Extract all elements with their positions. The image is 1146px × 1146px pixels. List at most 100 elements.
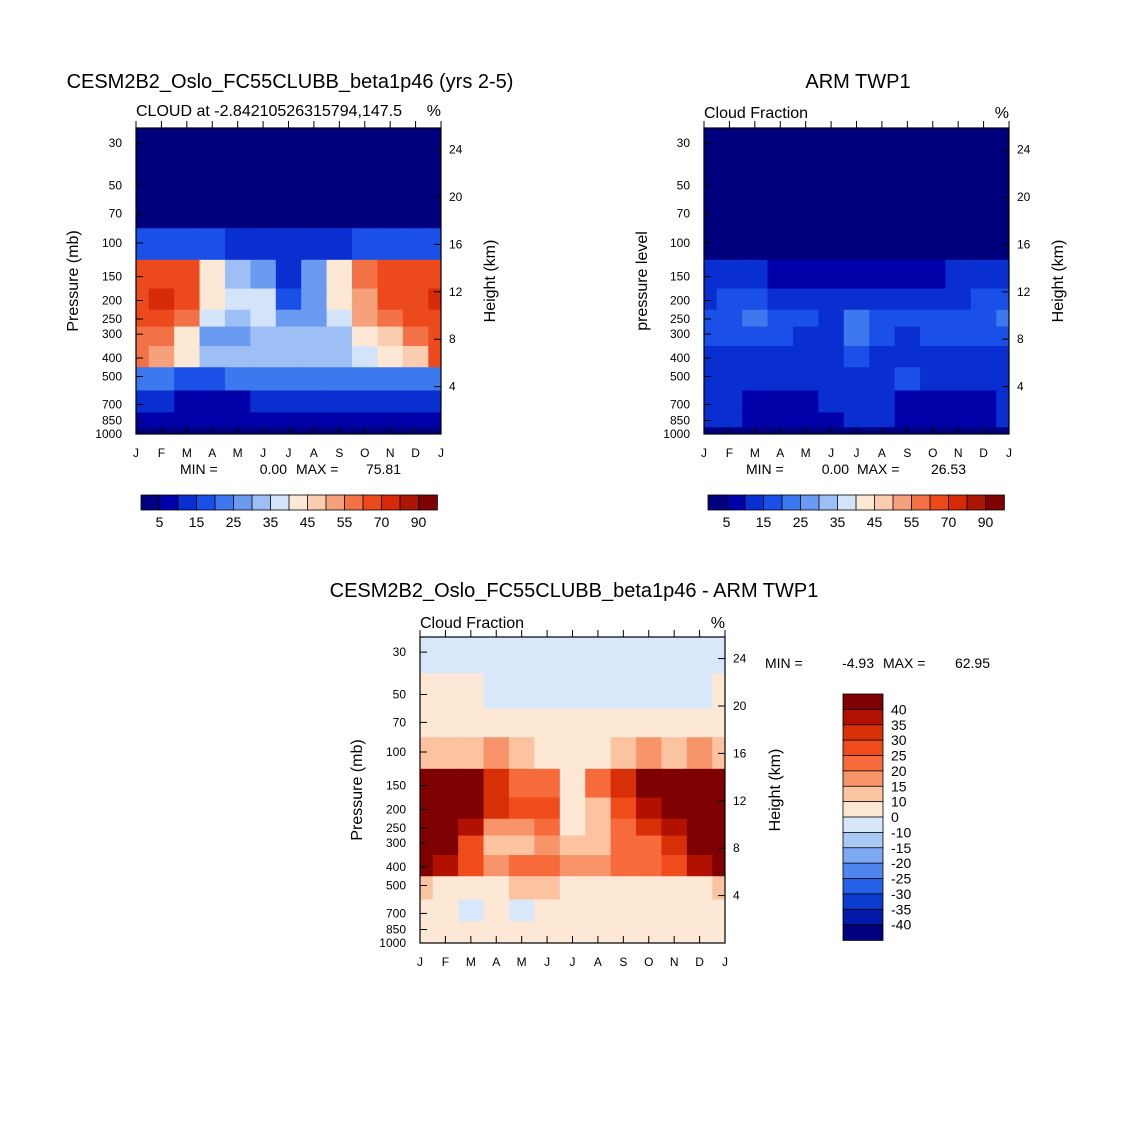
heatmap-cell	[970, 228, 997, 261]
colorbar-box	[842, 785, 884, 803]
heatmap-cell	[483, 835, 510, 856]
heatmap-cell	[458, 855, 485, 877]
heatmap-cell	[508, 673, 535, 710]
heatmap-cell	[250, 288, 277, 311]
y-tick-label: 500	[102, 370, 122, 384]
panel-subtitle: CLOUD at -2.84210526315794,147.5	[136, 103, 402, 120]
heatmap-cell	[458, 637, 485, 674]
heatmap-cell	[428, 326, 441, 347]
heatmap-cell	[661, 708, 688, 738]
heatmap-cell	[275, 228, 302, 261]
heatmap-cell	[559, 899, 586, 923]
heatmap-cell	[818, 309, 845, 328]
heatmap-cell	[610, 855, 637, 877]
heatmap-cells	[704, 128, 1009, 434]
heatmap-cell	[199, 128, 226, 165]
heatmap-cell	[199, 367, 226, 392]
heatmap-cell	[483, 708, 510, 738]
heatmap-cell	[920, 128, 947, 165]
heatmap-cell	[920, 228, 947, 261]
colorbar-box	[233, 494, 253, 511]
heatmap-cell	[224, 128, 251, 165]
heatmap-cell	[148, 326, 175, 347]
heatmap-cell	[174, 128, 201, 165]
y-tick-label: 500	[670, 370, 690, 384]
heatmap-cell	[704, 346, 718, 368]
height-tick-label: 4	[449, 380, 456, 394]
x-tick-label: J	[828, 446, 834, 460]
min-value: 0.00	[260, 461, 287, 477]
colorbar-box	[842, 908, 884, 926]
y-tick-label: 50	[109, 178, 123, 192]
heatmap-cell	[767, 326, 794, 347]
heatmap-cell	[148, 309, 175, 328]
heatmap-cell	[377, 367, 404, 392]
heatmap-cell	[970, 326, 997, 347]
heatmap-cell	[843, 346, 870, 368]
heatmap-cell	[792, 288, 819, 311]
heatmap-cell	[869, 309, 896, 328]
x-tick-label: O	[928, 446, 937, 460]
heatmap-cell	[686, 797, 713, 820]
heatmap-cell	[996, 412, 1009, 428]
heatmap-cell	[199, 390, 226, 414]
heatmap-cell	[420, 855, 434, 877]
heatmap-cell	[742, 164, 769, 201]
min-label: MIN =	[765, 655, 803, 671]
heatmap-cell	[326, 326, 353, 347]
panel-title: CESM2B2_Oslo_FC55CLUBB_beta1p46 (yrs 2-5…	[67, 71, 514, 93]
heatmap-cell	[636, 673, 663, 710]
colorbar-box	[985, 494, 1005, 511]
heatmap-cell	[742, 346, 769, 368]
y-axis-label: pressure level	[634, 231, 651, 331]
heatmap-cell	[559, 876, 586, 901]
colorbar-box	[251, 494, 272, 511]
x-tick-label: A	[878, 446, 886, 460]
heatmap-cell	[534, 835, 561, 856]
heatmap-cell	[869, 326, 896, 347]
heatmap-cell	[996, 427, 1009, 434]
heatmap-cell	[352, 326, 379, 347]
heatmap-cell	[352, 199, 379, 229]
heatmap-cell	[970, 367, 997, 392]
heatmap-cell	[559, 673, 586, 710]
heatmap-cell	[894, 288, 921, 311]
colorbar-label: 70	[374, 514, 390, 530]
heatmap-cell	[534, 855, 561, 877]
heatmap-cell	[920, 309, 947, 328]
heatmap-cell	[224, 259, 251, 290]
heatmap-cell	[704, 288, 718, 311]
heatmap-cell	[869, 164, 896, 201]
heatmap-cell	[250, 199, 277, 229]
colorbar-box	[855, 494, 876, 511]
heatmap-cell	[636, 855, 663, 877]
heatmap-cell	[326, 412, 353, 428]
colorbar-box	[842, 831, 884, 849]
colorbar-box	[911, 494, 931, 511]
x-tick-label: M	[750, 446, 760, 460]
heatmap-cell	[301, 228, 328, 261]
y-tick-label: 250	[670, 312, 690, 326]
y-tick-label: 400	[102, 351, 122, 365]
y-tick-label: 300	[102, 327, 122, 341]
heatmap-cell	[686, 673, 713, 710]
min-label: MIN =	[746, 461, 784, 477]
heatmap-cell	[585, 876, 612, 901]
heatmap-cell	[508, 797, 535, 820]
colorbar-box	[325, 494, 346, 511]
heatmap-cell	[508, 737, 535, 770]
colorbar-box	[288, 494, 309, 511]
heatmap-cell	[843, 412, 870, 428]
heatmap-cell	[534, 708, 561, 738]
heatmap-cell	[534, 737, 561, 770]
heatmap-cell	[534, 637, 561, 674]
heatmap-cell	[792, 326, 819, 347]
heatmap-cell	[377, 228, 404, 261]
panel-subtitle: Cloud Fraction	[704, 105, 808, 122]
heatmap-cell	[428, 309, 441, 328]
height-tick-label: 4	[733, 889, 740, 903]
y-tick-label: 400	[670, 351, 690, 365]
heatmap-cell	[996, 346, 1009, 368]
heatmap-cell	[402, 288, 429, 311]
